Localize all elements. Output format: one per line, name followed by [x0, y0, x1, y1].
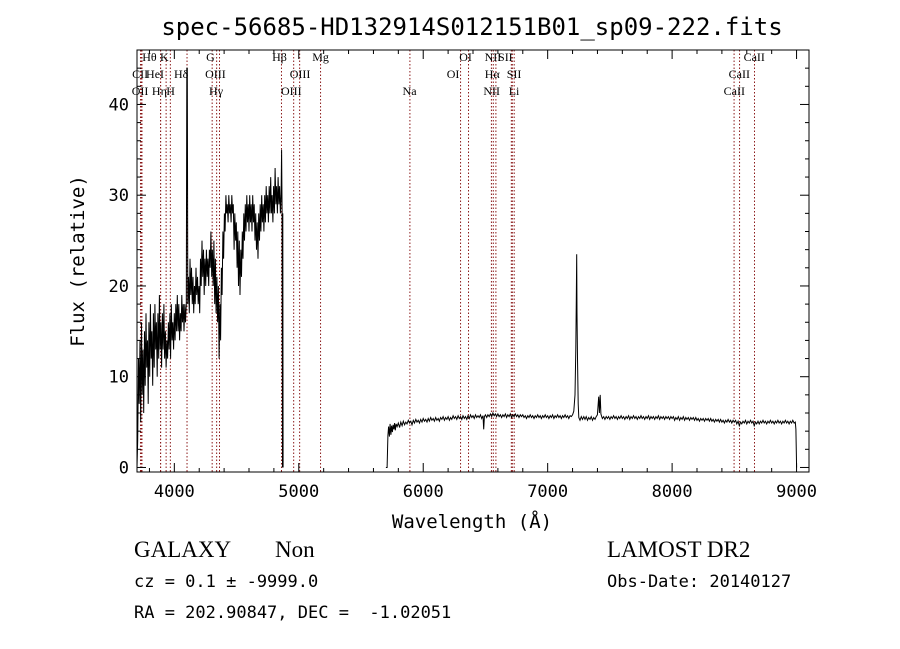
- line-label: CaII: [744, 50, 765, 64]
- y-tick-label: 0: [119, 458, 129, 478]
- redshift-readout: cz = 0.1 ± -9999.0: [134, 572, 319, 592]
- line-label: SII: [507, 67, 522, 81]
- line-label: OIII: [205, 67, 226, 81]
- spectrum-segment-1: [136, 67, 284, 468]
- line-label: OIII: [290, 67, 311, 81]
- x-tick-label: 4000: [154, 482, 195, 502]
- x-axis: 4000 5000 6000 7000 8000 9000: [148, 50, 817, 502]
- line-label: OIII: [281, 84, 302, 98]
- line-label: K: [160, 50, 169, 64]
- spectrum-series: [136, 67, 798, 468]
- y-tick-label: 40: [109, 95, 129, 115]
- line-label: OI: [447, 67, 460, 81]
- line-label: Hγ: [209, 84, 224, 98]
- object-class: Non: [275, 537, 315, 562]
- line-label: HeI: [146, 67, 164, 81]
- line-label: Hδ: [174, 67, 189, 81]
- line-label: SII: [498, 50, 513, 64]
- line-label: Mg: [312, 50, 329, 64]
- spectrum-chart: spec-56685-HD132914S012151B01_sp09-222.f…: [67, 13, 817, 533]
- line-label: Na: [403, 84, 418, 98]
- y-tick-label: 30: [109, 186, 129, 206]
- y-axis-label: Flux (relative): [67, 175, 89, 347]
- spectrum-segment-2: [385, 254, 798, 468]
- survey-name: LAMOST DR2: [607, 537, 751, 562]
- line-label: OI: [459, 50, 472, 64]
- x-tick-label: 6000: [403, 482, 444, 502]
- x-tick-label: 5000: [278, 482, 319, 502]
- line-label: G: [206, 50, 215, 64]
- line-label: Hη: [152, 84, 167, 98]
- line-label: Hθ: [142, 50, 157, 64]
- line-label: H: [166, 84, 175, 98]
- y-tick-label: 20: [109, 277, 129, 297]
- x-tick-label: 8000: [652, 482, 693, 502]
- line-label: OII: [132, 84, 149, 98]
- line-label: CII: [132, 67, 148, 81]
- line-label: NII: [483, 84, 500, 98]
- line-label: Hα: [485, 67, 501, 81]
- line-label: Li: [509, 84, 520, 98]
- x-tick-label: 9000: [776, 482, 817, 502]
- coordinates-readout: RA = 202.90847, DEC = -1.02051: [134, 603, 452, 623]
- line-label: Hβ: [272, 50, 287, 64]
- object-type: GALAXY: [134, 537, 232, 562]
- line-label: NII: [485, 50, 502, 64]
- y-tick-label: 10: [109, 368, 129, 388]
- line-label: CaII: [729, 67, 750, 81]
- line-label: CaII: [724, 84, 745, 98]
- x-axis-label: Wavelength (Å): [392, 510, 552, 533]
- chart-title: spec-56685-HD132914S012151B01_sp09-222.f…: [161, 13, 782, 41]
- x-tick-label: 7000: [527, 482, 568, 502]
- emission-line-markers: [139, 50, 755, 472]
- y-axis: 0 10 20 30 40: [109, 67, 809, 478]
- observation-date: Obs-Date: 20140127: [607, 572, 792, 592]
